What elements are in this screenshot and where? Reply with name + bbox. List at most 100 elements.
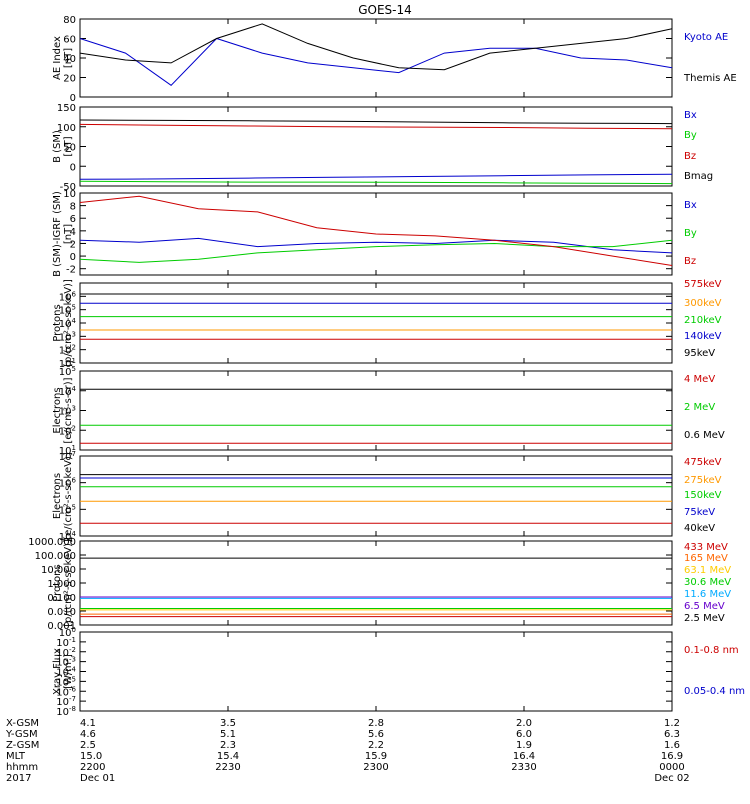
y-tick-label: 1.000 xyxy=(47,579,76,590)
ephemeris-value: Dec 02 xyxy=(654,773,689,784)
ephemeris-value: 2.2 xyxy=(368,740,384,751)
legend-label: 433 MeV xyxy=(684,542,728,553)
legend-label: 4 MeV xyxy=(684,374,715,385)
time-axis: X-GSM 4.1 3.5 2.8 2.0 1.2 Y-GSM 4.6 5.1 5.6 6.0 6.3… xyxy=(5,718,690,784)
ephemeris-value: 16.9 xyxy=(661,751,683,762)
y-tick-label: 10-4 xyxy=(56,666,76,679)
ephemeris-value: 5.1 xyxy=(220,729,236,740)
legend-label: 30.6 MeV xyxy=(684,577,731,588)
y-axis-label: Protons xyxy=(52,304,63,341)
y-tick-label: 8 xyxy=(70,202,76,213)
y-axis-label: [nT] xyxy=(63,224,74,244)
ephemeris-value: 15.4 xyxy=(217,751,239,762)
y-tick-label: 105 xyxy=(59,503,76,516)
panel-frame xyxy=(79,455,673,537)
legend-label: 140keV xyxy=(684,331,722,342)
y-axis-label: B (SM) xyxy=(52,130,63,163)
y-tick-label: 102 xyxy=(59,424,76,437)
y-axis-label: [W/m²] xyxy=(63,654,74,689)
y-tick-label: 101 xyxy=(59,357,76,370)
y-tick-label: -2 xyxy=(66,265,76,276)
y-tick-label: 104 xyxy=(59,530,77,543)
y-tick-label: 0 xyxy=(70,162,76,173)
y-tick-label: 0 xyxy=(70,93,76,104)
ephemeris-value: 4.6 xyxy=(80,729,96,740)
y-tick-label: 100 xyxy=(57,123,76,134)
legend-label: 210keV xyxy=(684,315,722,326)
panel-3: -2 0 24 68 10B (SM)-IGRF (SM) [nT] Bx By Bz xyxy=(52,189,697,277)
y-tick-label: -50 xyxy=(60,182,76,193)
panel-5: 101 102 103 104 105 Electrons [e/(cm²-s-sr)] 4 … xyxy=(52,365,725,457)
y-axis-label: Xray Flux xyxy=(52,648,63,695)
y-tick-label: 103 xyxy=(59,330,76,343)
legend-label: 165 MeV xyxy=(684,553,728,564)
y-tick-label: 6 xyxy=(70,214,76,225)
ephemeris-value: 2330 xyxy=(511,762,536,773)
y-tick-label: 105 xyxy=(59,365,76,378)
legend-label: 300keV xyxy=(684,298,722,309)
y-axis-label: [e/(cm²-s-sr)] xyxy=(63,377,74,443)
legend-label: 11.6 MeV xyxy=(684,589,731,600)
ephemeris-value: 1.6 xyxy=(664,740,680,751)
series-line-bx xyxy=(79,237,673,254)
y-tick-label: 20 xyxy=(63,74,76,85)
panel-7: 0.001 0.010 0.100 1.000 10.000 100.000 1000.00… xyxy=(28,537,731,632)
panel-frame xyxy=(79,631,673,712)
y-axis-label: [e/(cm²-s-sr-keV)] xyxy=(63,452,74,540)
y-tick-label: 2 xyxy=(70,239,76,250)
legend-label: 0.1-0.8 nm xyxy=(684,645,739,656)
y-axis-label: AE Index xyxy=(52,36,63,80)
y-tick-label: 10-7 xyxy=(56,695,76,708)
y-tick-label: 10-3 xyxy=(56,656,76,669)
ephemeris-value: 4.1 xyxy=(80,718,96,729)
legend-label: 95keV xyxy=(684,348,715,359)
ephemeris-value: 0000 xyxy=(659,762,684,773)
ephemeris-value: 2.3 xyxy=(220,740,236,751)
ephemeris-value: 2.5 xyxy=(80,740,96,751)
ephemeris-value: 6.0 xyxy=(516,729,532,740)
ephemeris-value: 2200 xyxy=(80,762,105,773)
legend-label: 75keV xyxy=(684,507,715,518)
ephemeris-value: 15.9 xyxy=(365,751,387,762)
y-tick-label: 100 xyxy=(59,626,76,639)
y-tick-label: 100.000 xyxy=(35,551,76,562)
y-tick-label: 10-1 xyxy=(56,636,76,649)
y-tick-label: 0.010 xyxy=(47,607,76,618)
y-axis-label: [nT] xyxy=(63,48,74,68)
series-line-bmag xyxy=(79,119,673,125)
y-tick-label: 0.100 xyxy=(47,593,76,604)
panel-frame xyxy=(79,282,673,364)
y-tick-label: 60 xyxy=(63,35,76,46)
ephemeris-value: 6.3 xyxy=(664,729,680,740)
y-tick-label: 105 xyxy=(59,304,76,317)
y-tick-label: 103 xyxy=(59,405,76,418)
legend-label: 63.1 MeV xyxy=(684,565,731,576)
y-axis-label: B (SM)-IGRF (SM) xyxy=(52,191,63,277)
series-line-bz xyxy=(79,123,673,130)
ephemeris-value: 16.4 xyxy=(513,751,535,762)
legend-label: Bmag xyxy=(684,171,713,182)
ephemeris-value: 1.9 xyxy=(516,740,532,751)
y-tick-label: 107 xyxy=(59,450,76,463)
legend-label: 40keV xyxy=(684,523,715,534)
ephemeris-row-label: MLT xyxy=(6,751,26,762)
y-tick-label: 10.000 xyxy=(41,565,76,576)
ephemeris-row-label: Y-GSM xyxy=(5,729,38,740)
y-axis-label: [nT] xyxy=(63,136,74,156)
y-tick-label: 50 xyxy=(63,143,76,154)
y-tick-label: 104 xyxy=(59,317,77,330)
panel-6: 104 105 106 107 Electrons [e/(cm²-s-sr-keV)] 4… xyxy=(52,450,722,543)
y-tick-label: 101 xyxy=(59,444,76,457)
y-tick-label: 150 xyxy=(57,103,76,114)
panel-frame xyxy=(79,370,673,451)
panel-frame xyxy=(79,106,673,187)
y-axis-label: Electrons xyxy=(52,387,63,433)
y-tick-label: 0.001 xyxy=(47,621,76,632)
y-tick-label: 106 xyxy=(59,290,77,303)
chart-title: GOES-14 xyxy=(358,3,412,17)
